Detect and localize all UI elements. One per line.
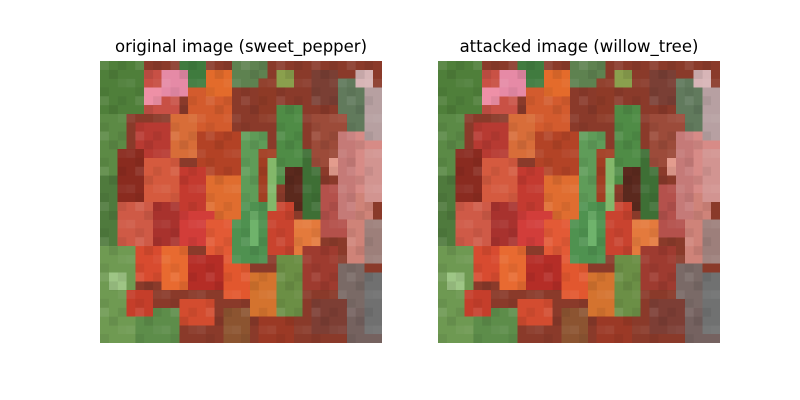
original-image-title: original image (sweet_pepper)	[114, 37, 368, 56]
original-image-panel	[100, 61, 382, 343]
attacked-image-panel	[438, 61, 720, 343]
attacked-image	[438, 61, 720, 343]
attacked-image-title: attacked image (willow_tree)	[459, 37, 699, 56]
original-image	[100, 61, 382, 343]
